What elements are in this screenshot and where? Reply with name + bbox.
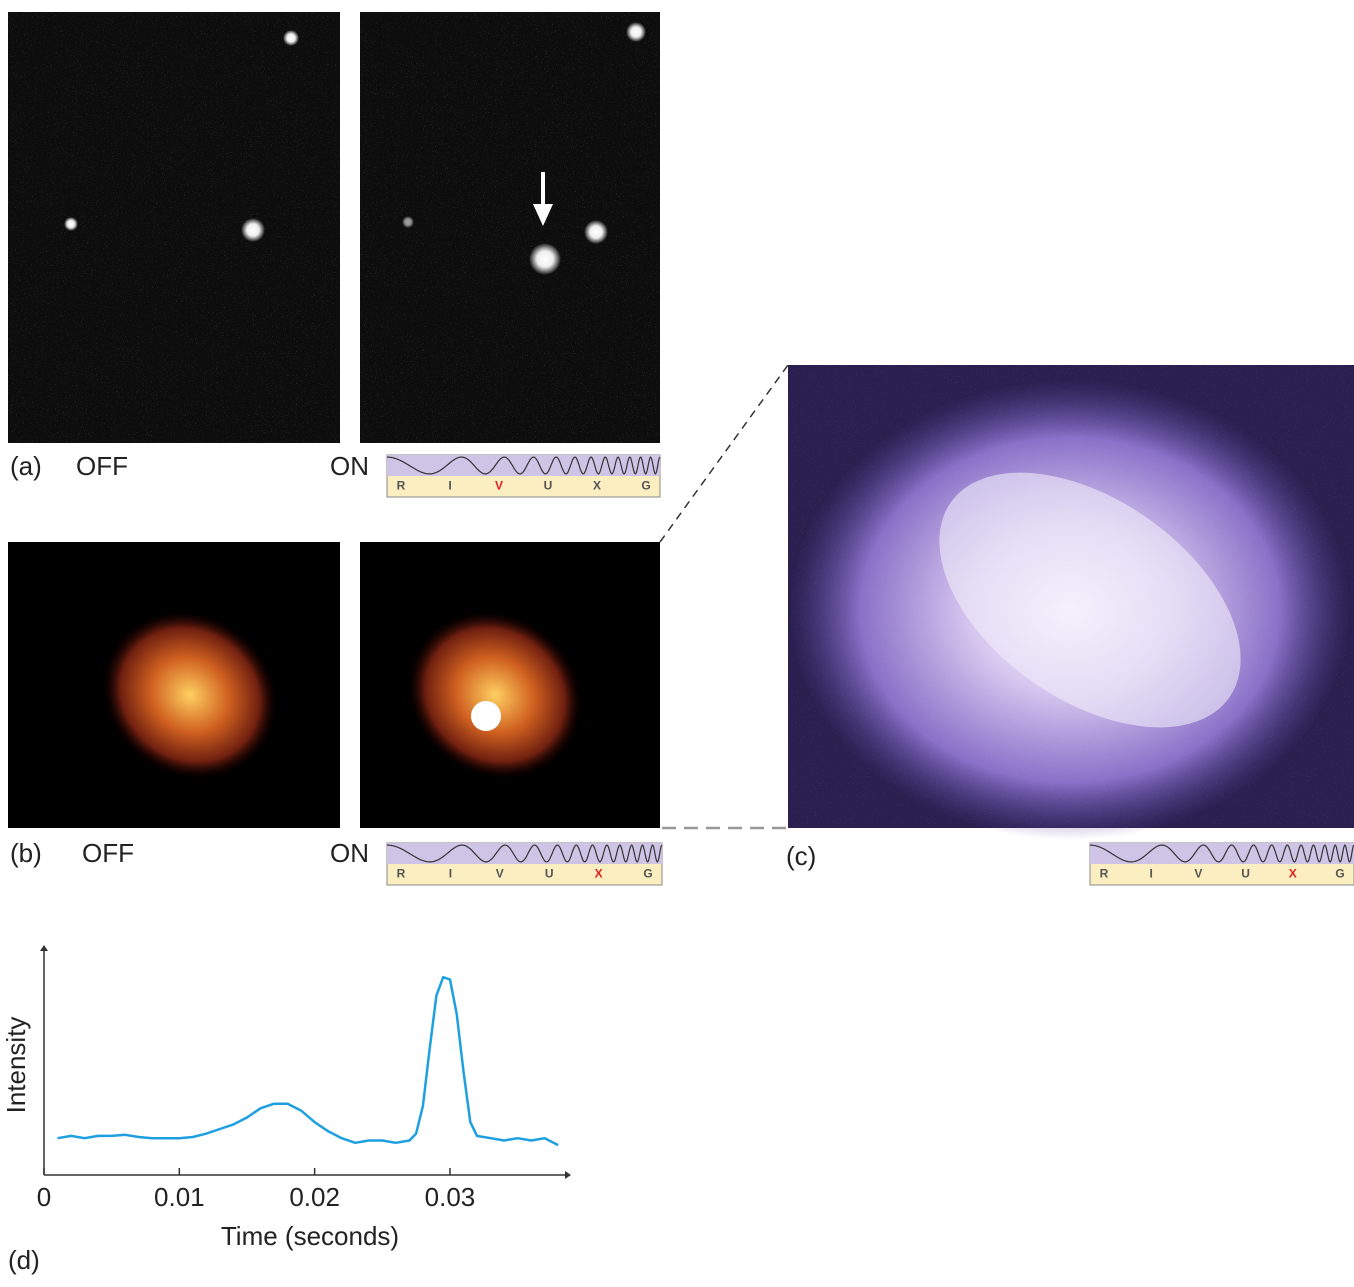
panel-label: (a) <box>10 451 42 481</box>
on-label: ON <box>330 451 369 481</box>
x-tick-label: 0.03 <box>425 1182 476 1212</box>
spectrum-letter: V <box>496 867 504 881</box>
optical-on-image <box>360 12 660 443</box>
spectrum-letter: G <box>643 867 652 881</box>
optical-off-image <box>8 12 340 443</box>
spectrum-letter: U <box>545 867 554 881</box>
pulse-chart: 0 0.01 0.02 0.03 Time (seconds) Intensity (d) <box>1 945 571 1275</box>
spectrum-letter: I <box>1150 867 1153 881</box>
figure: (a) OFF ON (b) OFF ON (c) R I V U X G R I V U X G R I… <box>0 0 1354 1282</box>
spectrum-letter: I <box>448 479 451 493</box>
panel-label: (d) <box>8 1245 40 1275</box>
panel-label: (b) <box>10 838 42 868</box>
x-tick-label: 0.01 <box>154 1182 205 1212</box>
spectrum-letter: V <box>495 479 503 493</box>
xray-off-image <box>8 542 340 828</box>
spectrum-letter: U <box>544 479 553 493</box>
spectrum-letter: I <box>449 867 452 881</box>
spectrum-letter: X <box>595 867 603 881</box>
x-tick-label: 0.02 <box>289 1182 340 1212</box>
panel-label: (c) <box>786 841 816 871</box>
spectrum-letter: G <box>641 479 650 493</box>
spectrum-letter: X <box>1289 867 1297 881</box>
on-label: ON <box>330 838 369 868</box>
spectrum-letter: R <box>1100 867 1109 881</box>
crab-nebula-image <box>788 365 1354 840</box>
off-label: OFF <box>76 451 128 481</box>
zoom-line <box>660 365 788 542</box>
spectrum-letter: G <box>1335 867 1344 881</box>
spectrum-letter: U <box>1241 867 1250 881</box>
spectrum-letter: X <box>593 479 601 493</box>
pulse-line <box>58 977 559 1145</box>
x-axis-arrow <box>565 1171 571 1179</box>
y-axis-label: Intensity <box>1 1017 31 1114</box>
x-axis-label: Time (seconds) <box>221 1221 399 1251</box>
x-tick-label: 0 <box>37 1182 51 1212</box>
off-label: OFF <box>82 838 134 868</box>
y-axis-arrow <box>40 945 48 951</box>
spectrum-letter: R <box>397 867 406 881</box>
spectrum-letter: R <box>397 479 406 493</box>
xray-on-image <box>360 542 660 828</box>
spectrum-letter: V <box>1194 867 1202 881</box>
